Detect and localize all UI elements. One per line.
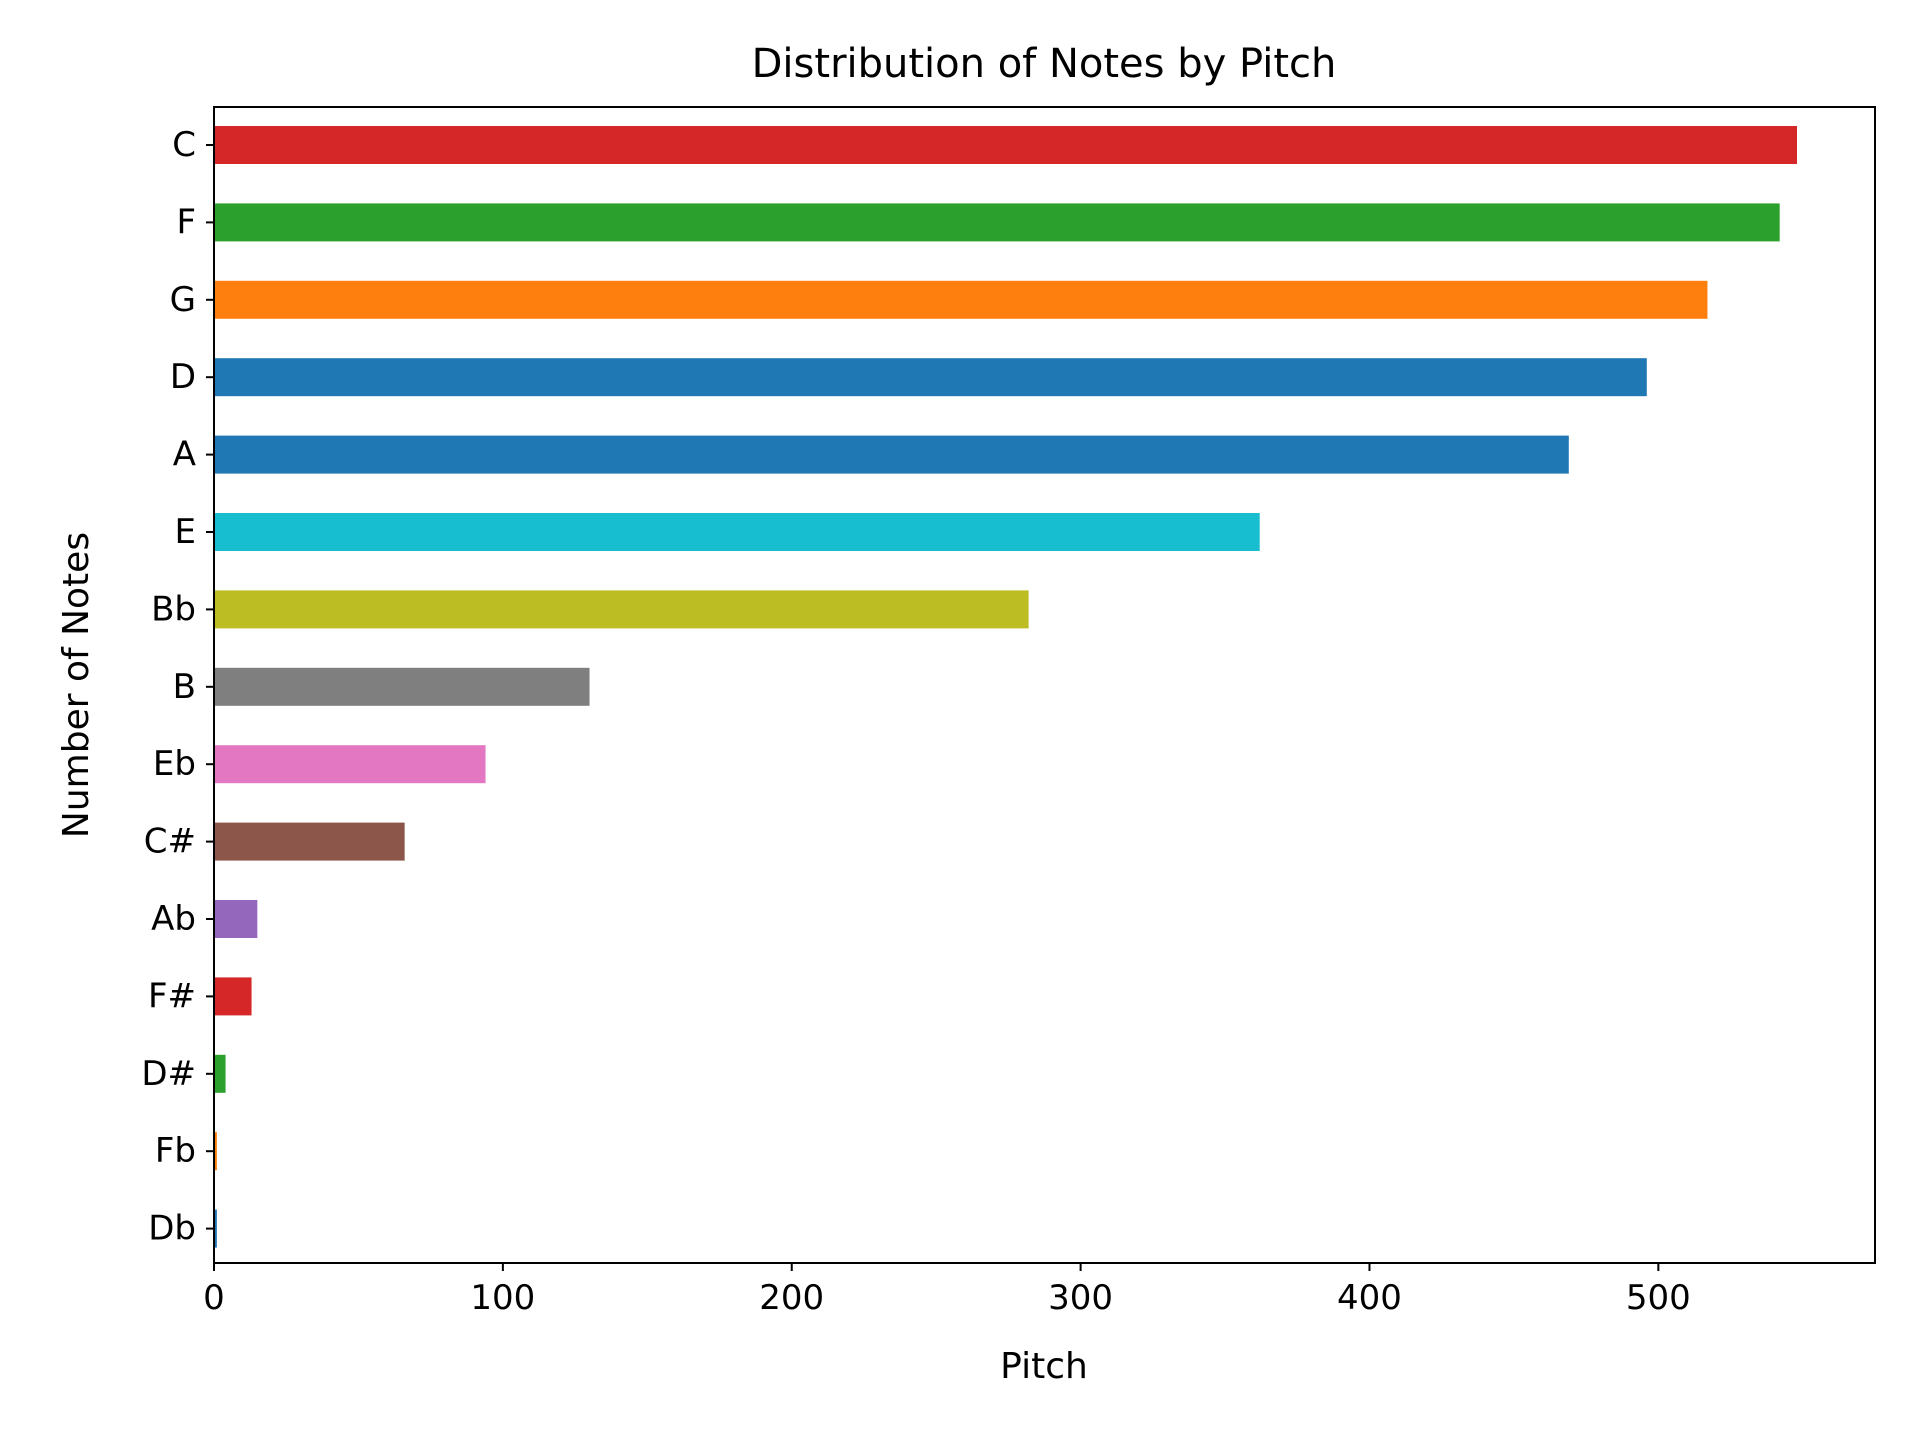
x-tick-label: 500 [1626, 1278, 1691, 1318]
plot-area-frame [213, 106, 1876, 1264]
bar-d-sharp [214, 1054, 226, 1093]
bar-e [214, 513, 1260, 551]
bar-db [214, 1209, 217, 1248]
y-tick-label: C# [144, 822, 196, 862]
y-tick-label: Eb [153, 744, 196, 784]
bar-bb [214, 590, 1029, 629]
y-tick-label: Fb [155, 1131, 196, 1171]
x-axis-ticks: 0 100 200 300 400 500 [203, 1263, 1691, 1318]
bar-eb [214, 745, 486, 784]
bar-ab [214, 900, 258, 938]
x-axis-label: Pitch [1000, 1346, 1088, 1387]
bar-c [214, 126, 1798, 164]
y-tick-label: Ab [151, 899, 196, 939]
y-tick-label: F# [148, 976, 196, 1016]
bar-b [214, 667, 590, 706]
y-tick-label: G [170, 280, 196, 320]
chart-title: Distribution of Notes by Pitch [752, 41, 1337, 87]
bar-d [214, 358, 1647, 397]
y-tick-label: C [172, 125, 196, 165]
y-tick-label: Db [148, 1209, 196, 1249]
bar-c-sharp [214, 822, 405, 861]
y-tick-label: A [173, 435, 196, 475]
x-tick-label: 0 [203, 1278, 225, 1318]
y-tick-label: D [170, 357, 196, 397]
bars-layer [214, 126, 1798, 1248]
bar-f [214, 203, 1780, 242]
y-tick-label: E [175, 512, 196, 552]
x-tick-label: 100 [470, 1278, 535, 1318]
y-tick-label: D# [141, 1054, 196, 1094]
bar-f-sharp [214, 977, 252, 1016]
y-tick-label: F [176, 202, 196, 242]
bar-a [214, 435, 1569, 474]
x-tick-label: 400 [1337, 1278, 1402, 1318]
y-tick-label: Bb [151, 589, 196, 629]
y-tick-label: B [173, 667, 196, 707]
x-tick-label: 300 [1048, 1278, 1113, 1318]
bar-g [214, 280, 1708, 319]
y-axis-label: Number of Notes [56, 532, 97, 838]
bar-fb [214, 1132, 217, 1171]
x-tick-label: 200 [759, 1278, 824, 1318]
